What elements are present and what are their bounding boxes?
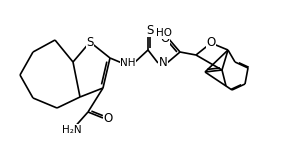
- Text: O: O: [103, 111, 112, 125]
- Text: N: N: [159, 57, 167, 69]
- Text: O: O: [206, 36, 215, 50]
- Text: HO: HO: [156, 28, 172, 38]
- Text: S: S: [86, 35, 94, 48]
- Text: O: O: [160, 31, 170, 45]
- Text: NH: NH: [120, 58, 136, 68]
- Text: H₂N: H₂N: [62, 125, 82, 135]
- Text: S: S: [146, 23, 154, 36]
